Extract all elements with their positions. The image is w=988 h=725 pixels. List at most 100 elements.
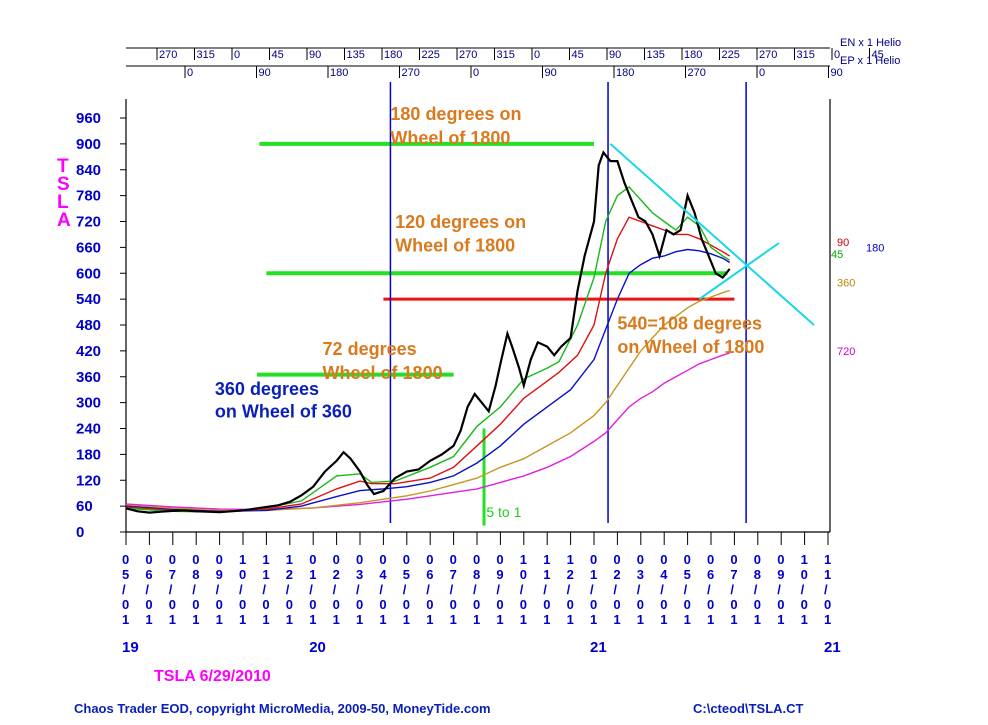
top-axis-tick-label: 0 — [834, 49, 840, 61]
y-tick-label: 960 — [76, 110, 101, 127]
y-tick-label: 900 — [76, 136, 101, 153]
top-axis-tick-label: 270 — [159, 49, 177, 61]
x-tick-label: 0 9/0 1 — [216, 552, 223, 627]
x-tick-label: 0 8/0 1 — [473, 552, 480, 627]
x-tick-label: 0 2/0 1 — [333, 552, 340, 627]
annotation-text: on Wheel of 360 — [215, 402, 352, 422]
top-axis-tick-label: 90 — [259, 67, 271, 79]
y-tick-label: 180 — [76, 446, 101, 463]
x-tick-label: 0 7/0 1 — [169, 552, 176, 627]
y-tick-label: 60 — [76, 498, 93, 515]
right-axis-label: 45 — [831, 249, 843, 261]
x-year-label: 20 — [309, 639, 326, 656]
x-year-label: 21 — [824, 639, 841, 656]
annotation-text: 540=108 degrees — [617, 313, 762, 333]
x-tick-label: 0 3/0 1 — [356, 552, 363, 627]
horizontal-levels — [257, 141, 735, 377]
price-line — [125, 150, 731, 514]
symbol-letter: A — [57, 210, 71, 231]
y-tick-label: 720 — [76, 214, 101, 231]
x-tick-label: 0 8/0 1 — [192, 552, 199, 627]
x-year-label: 19 — [122, 639, 139, 656]
y-tick-label: 840 — [76, 162, 101, 179]
top-axis-tick-label: 0 — [234, 49, 240, 61]
top-axis: 270 315 0 45 90 135 180 225 270 315 0 45 90 135 180 225… — [126, 37, 901, 79]
top-axis-tick-label: 90 — [545, 67, 557, 79]
x-tick-label: 0 6/0 1 — [145, 552, 152, 627]
cyan-trend-line — [609, 143, 815, 326]
top-axis-tick-label: 180 — [684, 49, 702, 61]
top-axis-tick-label: 0 — [187, 67, 193, 79]
top-axis-tick-label: 135 — [347, 49, 365, 61]
top-axis-tick-label: 270 — [402, 67, 420, 79]
top-axis-tick-label: 315 — [197, 49, 215, 61]
file-path: C:\cteod\TSLA.CT — [693, 701, 804, 716]
y-tick-label: 300 — [76, 395, 101, 412]
y-tick-label: 420 — [76, 343, 101, 360]
x-tick-label: 0 8/0 1 — [754, 552, 761, 627]
ma-magenta-line — [125, 352, 730, 511]
top-axis-tick-label: 90 — [831, 67, 843, 79]
right-axis-label: 180 — [866, 242, 884, 254]
y-tick-label: 240 — [76, 421, 101, 438]
symbol-vertical: T S L A — [57, 156, 71, 231]
x-tick-label: 0 3/0 1 — [637, 552, 644, 627]
top-axis-tick-label: 180 — [384, 49, 402, 61]
y-tick-label: 780 — [76, 188, 101, 205]
x-tick-label: 1 0/0 1 — [520, 552, 527, 627]
top-axis-title: EP x 1 Helio — [840, 55, 900, 67]
symbol-date: TSLA 6/29/2010 — [154, 668, 271, 685]
symbol-letter: T — [57, 156, 69, 177]
top-axis-tick-label: 315 — [797, 49, 815, 61]
top-axis-tick-label: 90 — [609, 49, 621, 61]
top-axis-tick-label: 90 — [309, 49, 321, 61]
y-tick-label: 600 — [76, 265, 101, 282]
y-tick-label: 660 — [76, 239, 101, 256]
top-axis-tick-label: 45 — [572, 49, 584, 61]
top-axis-tick-label: 0 — [473, 67, 479, 79]
x-tick-label: 0 4/0 1 — [660, 552, 668, 627]
annotation-text: 120 degrees on — [395, 212, 526, 232]
y-axis: 960 900 840 780 720 660 600 540 480 420 360 300 240 1… — [76, 110, 126, 541]
top-axis-tick-label: 180 — [330, 67, 348, 79]
series-group — [125, 150, 731, 514]
x-axis: 0 5/0 1 0 6/0 1 0 7/0 1 0 8/0 1 0 9/0 1 1 0/0 1 1 1/0 1 1 2/0 1… — [122, 532, 841, 656]
x-tick-label: 0 9/0 1 — [496, 552, 503, 627]
top-axis-tick-label: 135 — [647, 49, 665, 61]
x-tick-label: 0 5/0 1 — [122, 552, 129, 627]
annotation-text: 180 degrees on — [390, 104, 521, 124]
top-axis-tick-label: 45 — [272, 49, 284, 61]
symbol-letter: L — [57, 192, 69, 213]
x-tick-label: 1 2/0 1 — [567, 552, 574, 627]
top-axis-tick-label: 180 — [616, 67, 634, 79]
x-tick-label: 0 1/0 1 — [309, 552, 316, 627]
top-axis-tick-label: 225 — [422, 49, 440, 61]
x-year-label: 21 — [590, 639, 607, 656]
top-axis-tick-label: 270 — [688, 67, 706, 79]
right-axis-label: 360 — [837, 278, 855, 290]
top-axis-tick-label: 225 — [722, 49, 740, 61]
x-tick-label: 0 6/0 1 — [707, 552, 714, 627]
x-tick-label: 0 5/0 1 — [684, 552, 691, 627]
y-tick-label: 360 — [76, 369, 101, 386]
x-tick-label: 0 7/0 1 — [450, 552, 457, 627]
x-tick-label: 0 7/0 1 — [730, 552, 737, 627]
annotations: 180 degrees on Wheel of 1800 120 degrees o… — [215, 104, 765, 520]
x-tick-label: 0 5/0 1 — [403, 552, 410, 627]
annotation-text: on Wheel of 1800 — [617, 337, 764, 357]
top-axis-tick-label: 45 — [872, 49, 884, 61]
y-tick-label: 540 — [76, 291, 101, 308]
right-labels: 90 180 45 360 720 — [831, 237, 884, 358]
x-tick-label: 0 4/0 1 — [379, 552, 387, 627]
x-tick-label: 0 9/0 1 — [777, 552, 784, 627]
top-axis-tick-label: 270 — [759, 49, 777, 61]
top-axis-tick-label: 270 — [459, 49, 477, 61]
trend-lines — [609, 143, 815, 326]
annotation-text: 360 degrees — [215, 379, 319, 399]
y-tick-label: 480 — [76, 317, 101, 334]
x-tick-label: 0 2/0 1 — [613, 552, 620, 627]
x-tick-label: 1 1/0 1 — [543, 552, 550, 627]
y-tick-label: 120 — [76, 472, 101, 489]
